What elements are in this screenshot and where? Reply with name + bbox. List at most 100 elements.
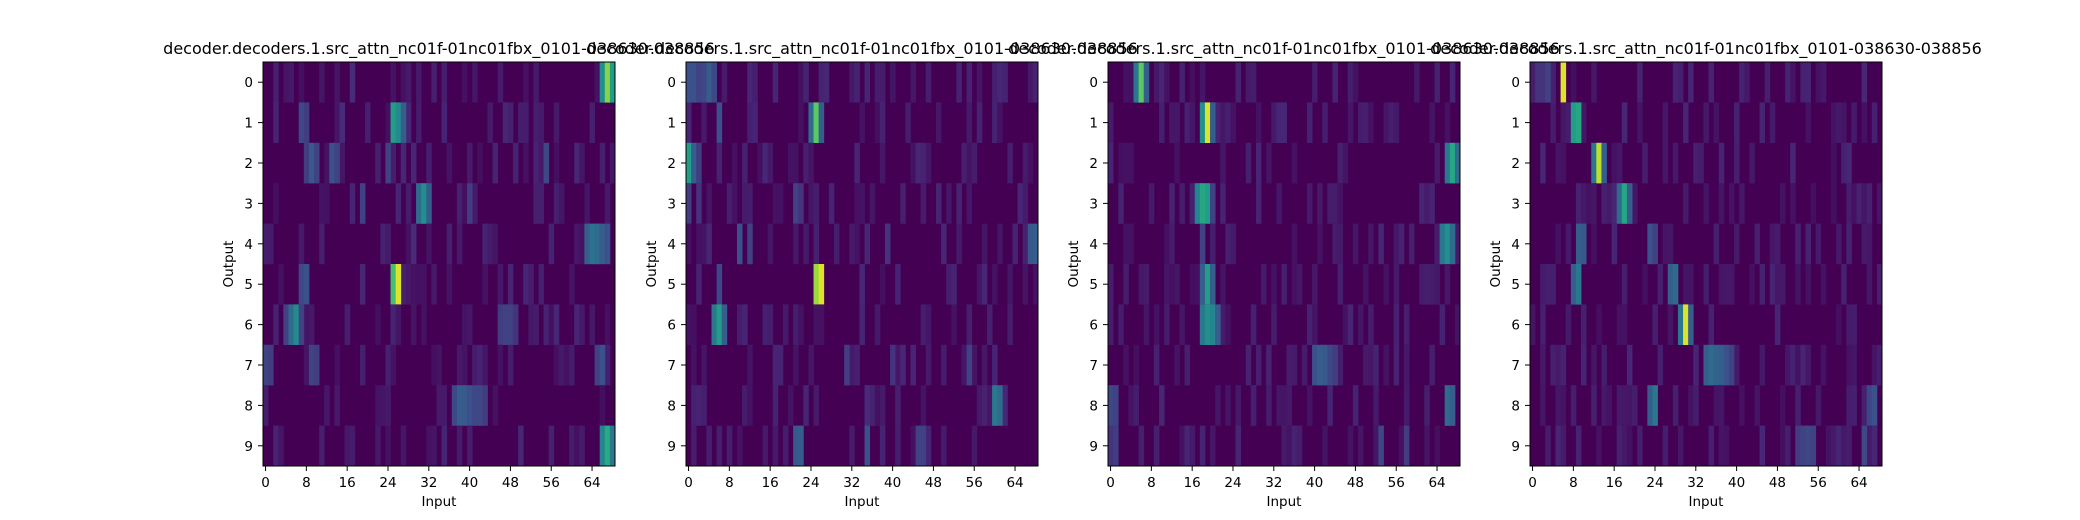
heatmap-cell — [569, 264, 575, 305]
heatmap-cell — [966, 62, 973, 103]
heatmap-cell — [910, 142, 916, 184]
heatmap-cell — [283, 304, 289, 345]
heatmap-cell — [502, 102, 509, 143]
heatmap-cell — [1560, 62, 1567, 103]
heatmap-cell — [1779, 385, 1786, 426]
heatmap-cell — [1861, 102, 1868, 143]
heatmap-cell — [1138, 425, 1145, 467]
heatmap-cell — [1271, 304, 1277, 345]
plot-frame — [1107, 61, 1461, 467]
plot-frame — [1529, 61, 1883, 467]
heatmap-cell — [1555, 344, 1562, 386]
heatmap-cell — [293, 304, 300, 345]
x-tick-label: 24 — [1224, 475, 1241, 491]
heatmap-cell — [1790, 344, 1796, 386]
heatmap-cell — [1398, 425, 1405, 467]
x-tick-label: 40 — [461, 475, 478, 491]
heatmap-cell — [1153, 62, 1160, 103]
heatmap-cell — [1647, 385, 1653, 426]
heatmap-cell — [788, 142, 794, 184]
heatmap-cell — [1363, 344, 1369, 386]
heatmap-cell — [1327, 344, 1333, 386]
heatmap-cell — [772, 344, 779, 386]
heatmap-cell — [334, 344, 340, 386]
heatmap-cell — [1393, 304, 1400, 345]
x-tick-label: 8 — [725, 475, 734, 491]
heatmap-cell — [1861, 425, 1868, 467]
heatmap-cell — [1204, 183, 1211, 224]
chart-title: decoder.decoders.1.src_attn_nc01f-01nc01… — [163, 39, 715, 59]
heatmap-cell — [879, 264, 886, 305]
heatmap-cell — [1368, 223, 1374, 265]
heatmap-cell — [935, 102, 942, 143]
heatmap-cell — [548, 304, 555, 345]
heatmap-cell — [1652, 223, 1658, 265]
heatmap-cell — [762, 304, 769, 345]
heatmap-cell — [497, 264, 504, 305]
heatmap-cell — [405, 264, 412, 305]
heatmap-cell — [813, 385, 820, 426]
heatmap-cell — [1352, 62, 1359, 103]
heatmap-cell — [849, 223, 855, 265]
heatmap-cell — [1790, 142, 1796, 184]
heatmap-cell — [1779, 264, 1786, 305]
heatmap-cell — [1535, 62, 1541, 103]
heatmap-cell — [1022, 142, 1029, 184]
x-tick-label: 24 — [1646, 475, 1663, 491]
heatmap-cell — [1383, 344, 1389, 386]
heatmap-cell — [1164, 304, 1170, 345]
y-tick-label: 8 — [1089, 398, 1098, 414]
heatmap-cell — [1291, 425, 1298, 467]
chart-title: decoder.decoders.1.src_attn_nc01f-01nc01… — [1008, 39, 1560, 59]
heatmap-cell — [777, 344, 784, 386]
heatmap-cell — [747, 183, 753, 224]
heatmap-cell — [757, 142, 763, 184]
heatmap-cell — [268, 344, 274, 386]
heatmap-cell — [849, 344, 855, 386]
heatmap-cell — [400, 62, 407, 103]
y-tick-label: 9 — [667, 439, 676, 455]
heatmap-cell — [920, 142, 927, 184]
heatmap-cell — [1306, 385, 1313, 426]
heatmap-cell — [1403, 385, 1410, 426]
heatmap-cell — [1606, 183, 1613, 224]
heatmap-cell — [1846, 223, 1852, 265]
heatmap-cell — [1363, 264, 1369, 305]
heatmap-cell — [1184, 344, 1191, 386]
heatmap-cell — [1306, 304, 1313, 345]
heatmap-cell — [1210, 102, 1216, 143]
heatmap-cell — [1851, 102, 1857, 143]
x-tick-label: 48 — [502, 475, 519, 491]
y-tick-label: 3 — [1089, 196, 1098, 212]
heatmap-cell — [344, 304, 351, 345]
heatmap-cell — [859, 183, 865, 224]
heatmap-cell — [1575, 223, 1582, 265]
heatmap-cell — [589, 102, 595, 143]
heatmap-cell — [446, 264, 453, 305]
heatmap-cell — [910, 425, 916, 467]
heatmap-cell — [1637, 102, 1643, 143]
heatmap-cell — [1204, 264, 1211, 305]
heatmap-cell — [436, 385, 442, 426]
heatmap-cell — [1871, 425, 1878, 467]
heatmap-cell — [467, 142, 473, 184]
heatmap-cell — [951, 264, 957, 305]
heatmap-cell — [1759, 344, 1766, 386]
heatmap-cell — [1560, 142, 1567, 184]
heatmap-cell — [1388, 102, 1395, 143]
heatmap-cell — [390, 304, 397, 345]
heatmap-cell — [1841, 425, 1847, 467]
heatmap-cell — [767, 142, 774, 184]
heatmap-cell — [385, 223, 391, 265]
heatmap-cell — [1815, 385, 1822, 426]
heatmap-cell — [808, 183, 814, 224]
heatmap-cell — [992, 344, 998, 386]
heatmap-cell — [721, 62, 728, 103]
heatmap-cell — [461, 183, 468, 224]
heatmap-cell — [1281, 425, 1287, 467]
heatmap-cell — [1851, 385, 1857, 426]
heatmap-cell — [1215, 102, 1221, 143]
heatmap-cell — [1632, 385, 1638, 426]
heatmap-cell — [441, 102, 448, 143]
